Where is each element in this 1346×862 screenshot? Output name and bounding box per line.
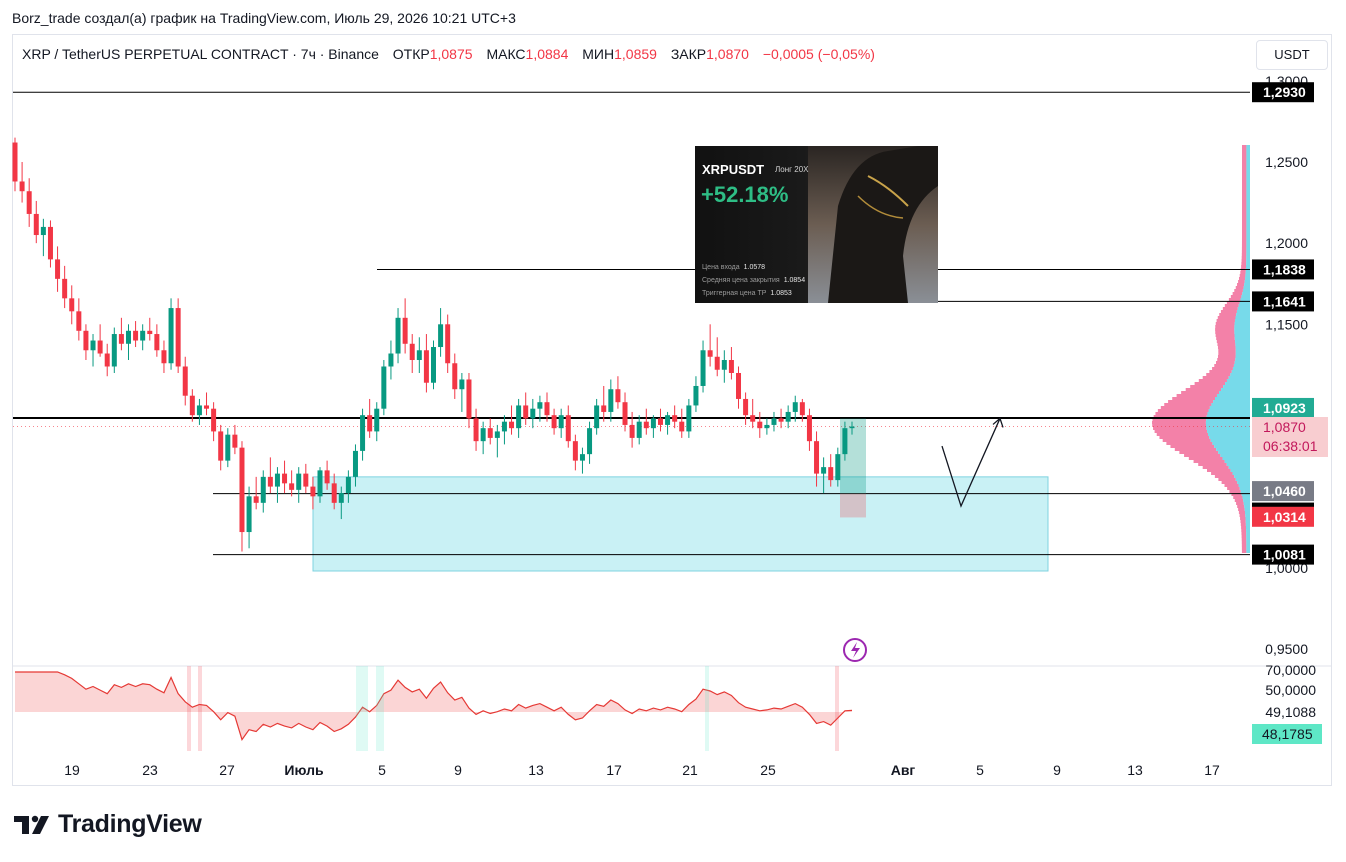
card-trigger-row: Триггерная цена TP 1.0853: [702, 290, 792, 297]
close-label: ЗАКР: [670, 46, 707, 62]
currency-button[interactable]: USDT: [1256, 40, 1328, 70]
trade-result-card: XRPUSDT Лонг 20X +52.18% Цена входа 1.057…: [695, 146, 938, 303]
close-value: 1,0870: [706, 46, 749, 62]
ohlc-legend: XRP / TetherUS PERPETUAL CONTRACT · 7ч ·…: [22, 46, 875, 62]
low-value: 1,0859: [614, 46, 657, 62]
high-value: 1,0884: [525, 46, 569, 62]
card-symbol: XRPUSDT: [702, 162, 765, 177]
tradingview-logo[interactable]: TradingView: [14, 810, 202, 839]
card-pnl: +52.18%: [701, 182, 789, 207]
card-artwork: [808, 146, 938, 303]
chart-caption: Borz_trade создал(а) график на TradingVi…: [12, 10, 516, 26]
low-label: МИН: [582, 46, 615, 62]
chart-frame: [12, 34, 1332, 786]
card-side: Лонг 20X: [775, 165, 809, 174]
card-leverage: 20X: [794, 165, 809, 174]
high-label: МАКС: [486, 46, 526, 62]
tradingview-wordmark: TradingView: [58, 810, 202, 838]
tradingview-mark-icon: [14, 815, 49, 834]
card-side-label: Лонг: [775, 165, 793, 174]
card-entry-row: Цена входа 1.0578: [702, 264, 766, 271]
open-value: 1,0875: [429, 46, 473, 62]
open-label: ОТКР: [392, 46, 430, 62]
change-value: −0,0005 (−0,05%): [762, 46, 875, 62]
symbol-title[interactable]: XRP / TetherUS PERPETUAL CONTRACT · 7ч ·…: [22, 46, 379, 62]
card-avg-close-row: Средняя цена закрытия 1.0854: [702, 277, 806, 284]
